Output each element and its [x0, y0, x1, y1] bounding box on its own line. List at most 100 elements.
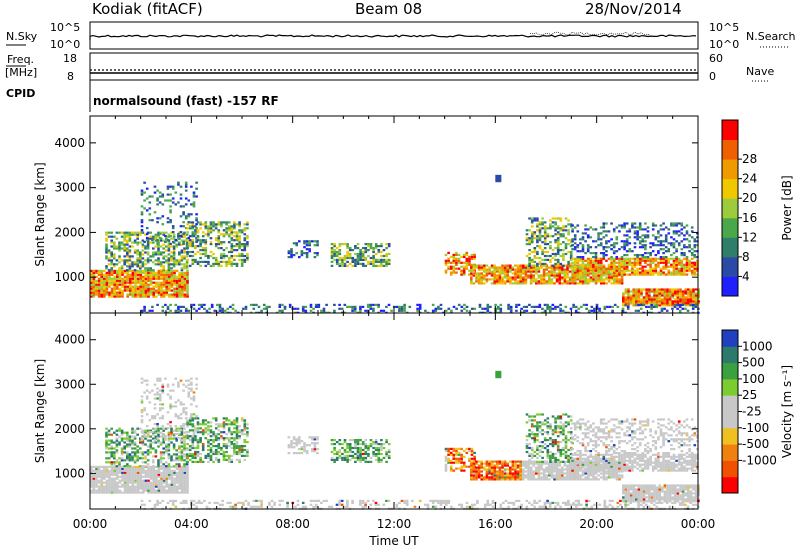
- power-data-point: [571, 271, 574, 274]
- power-data-point: [161, 215, 165, 218]
- velocity-data-point: [136, 487, 140, 490]
- power-data-point: [573, 261, 577, 264]
- velocity-data-point: [177, 385, 180, 388]
- velocity-data-point: [303, 444, 306, 447]
- power-data-point: [385, 262, 388, 265]
- velocity-data-point: [233, 431, 236, 434]
- power-data-point: [519, 280, 522, 283]
- power-data-point: [597, 236, 600, 239]
- power-data-point: [213, 309, 217, 312]
- velocity-data-point: [126, 483, 129, 486]
- power-data-point: [626, 305, 630, 308]
- power-data-point: [670, 254, 673, 257]
- power-data-point: [668, 304, 672, 307]
- power-data-point: [314, 305, 318, 308]
- power-data-point: [644, 244, 647, 247]
- power-data-point: [597, 269, 600, 272]
- power-data-point: [680, 224, 684, 227]
- power-data-point: [553, 274, 556, 277]
- velocity-data-point: [233, 448, 236, 452]
- velocity-data-point: [159, 435, 163, 438]
- velocity-data-point: [195, 387, 198, 390]
- power-data-point: [576, 261, 580, 264]
- velocity-data-point: [141, 461, 145, 464]
- power-data-point: [152, 287, 155, 290]
- power-data-point: [636, 259, 639, 262]
- power-data-point: [594, 257, 598, 260]
- velocity-data-point: [116, 487, 119, 490]
- velocity-data-point: [204, 423, 208, 426]
- power-data-point: [568, 266, 572, 269]
- velocity-data-point: [233, 450, 236, 454]
- velocity-data-point: [131, 469, 135, 472]
- power-data-point: [564, 247, 568, 250]
- power-data-point: [196, 237, 200, 240]
- power-data-point: [108, 295, 111, 298]
- power-data-point: [559, 254, 563, 258]
- velocity-data-point: [186, 454, 189, 457]
- velocity-data-point: [144, 443, 147, 446]
- power-data-point: [140, 213, 144, 216]
- power-data-point: [353, 307, 357, 310]
- velocity-data-point: [143, 391, 146, 394]
- velocity-data-point: [201, 429, 205, 432]
- power-data-point: [615, 226, 619, 229]
- velocity-data-point: [207, 456, 210, 459]
- power-data-point: [157, 289, 161, 292]
- power-colorbar-frame: [721, 119, 739, 297]
- power-data-point: [687, 292, 690, 295]
- velocity-data-point: [222, 450, 226, 454]
- power-data-point: [470, 270, 473, 273]
- velocity-data-point: [128, 443, 132, 446]
- power-data-point: [538, 231, 542, 234]
- power-data-point: [377, 264, 381, 267]
- power-data-point: [696, 273, 699, 276]
- power-data-point: [501, 278, 504, 281]
- power-data-point: [157, 249, 160, 252]
- power-data-point: [676, 303, 679, 306]
- power-data-point: [490, 264, 494, 267]
- velocity-data-point: [209, 446, 213, 450]
- velocity-data-point: [222, 431, 226, 434]
- power-data-point: [602, 252, 606, 255]
- power-data-point: [696, 256, 699, 259]
- power-data-point: [612, 267, 616, 270]
- power-data-point: [152, 281, 155, 284]
- power-data-point: [691, 303, 695, 306]
- power-data-point: [662, 240, 665, 243]
- power-data-point: [372, 258, 375, 261]
- power-data-point: [546, 254, 550, 258]
- velocity-data-point: [110, 439, 113, 442]
- power-data-point: [528, 239, 531, 242]
- power-data-point: [316, 242, 319, 245]
- velocity-data-point: [230, 443, 234, 446]
- power-data-point: [615, 282, 619, 285]
- velocity-data-point: [230, 433, 234, 436]
- power-data-point: [631, 250, 634, 253]
- power-data-point: [503, 274, 507, 277]
- velocity-data-point: [186, 443, 189, 446]
- power-data-point: [155, 285, 158, 288]
- power-data-point: [301, 307, 305, 310]
- power-data-point: [157, 281, 161, 284]
- power-data-point: [136, 231, 139, 234]
- velocity-data-point: [186, 471, 189, 474]
- velocity-data-point: [238, 431, 241, 434]
- power-data-point: [671, 307, 674, 310]
- power-data-point: [167, 247, 171, 250]
- power-data-point: [538, 303, 542, 306]
- velocity-data-point: [173, 487, 176, 490]
- power-data-point: [657, 244, 660, 247]
- power-data-point: [361, 264, 365, 267]
- velocity-data-point: [177, 383, 180, 386]
- velocity-data-point: [156, 397, 159, 400]
- velocity-data-point: [192, 413, 196, 416]
- power-data-point: [633, 263, 637, 266]
- power-data-point: [170, 251, 173, 254]
- power-data-point: [602, 224, 606, 227]
- power-data-point: [172, 245, 176, 248]
- power-data-point: [495, 179, 502, 183]
- velocity-data-point: [146, 451, 150, 454]
- power-data-point: [567, 243, 570, 246]
- velocity-data-point: [199, 423, 202, 426]
